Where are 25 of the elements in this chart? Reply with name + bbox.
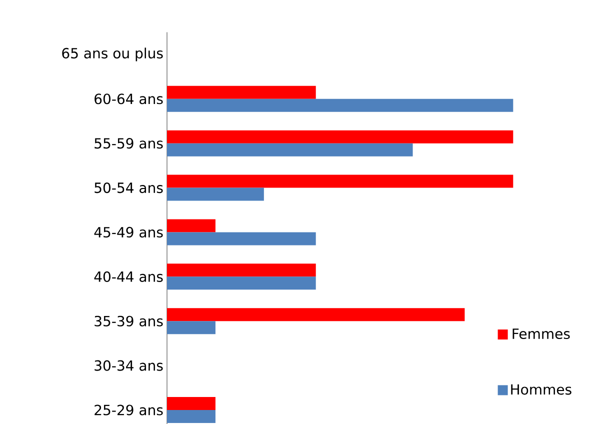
y-tick-label: 45-49 ans bbox=[94, 226, 163, 238]
y-tick-label: 55-59 ans bbox=[94, 138, 163, 149]
bar bbox=[167, 232, 316, 246]
y-tick-label: 35-39 ans bbox=[94, 316, 163, 326]
y-tick-label: 30-34 ans bbox=[94, 360, 163, 371]
legend-label: Femmes bbox=[512, 328, 570, 340]
bar bbox=[167, 188, 264, 201]
y-tick-label: 65 ans ou plus bbox=[62, 48, 163, 62]
bar bbox=[167, 264, 316, 277]
y-tick-label: 60-64 ans bbox=[94, 94, 163, 104]
bar bbox=[167, 98, 514, 112]
bar bbox=[167, 86, 316, 99]
bar bbox=[167, 397, 216, 410]
y-tick-label: 25-29 ans bbox=[94, 404, 163, 416]
y-tick-label: 50-54 ans bbox=[94, 182, 163, 194]
bar bbox=[167, 276, 316, 290]
bar bbox=[167, 308, 465, 322]
legend-label: Hommes bbox=[511, 384, 572, 395]
bar bbox=[167, 410, 216, 423]
bar bbox=[167, 143, 413, 156]
bar bbox=[167, 174, 514, 188]
bar bbox=[167, 130, 514, 144]
bar bbox=[167, 219, 216, 232]
y-tick-label: 40-44 ans bbox=[94, 271, 163, 282]
bar bbox=[167, 321, 216, 334]
